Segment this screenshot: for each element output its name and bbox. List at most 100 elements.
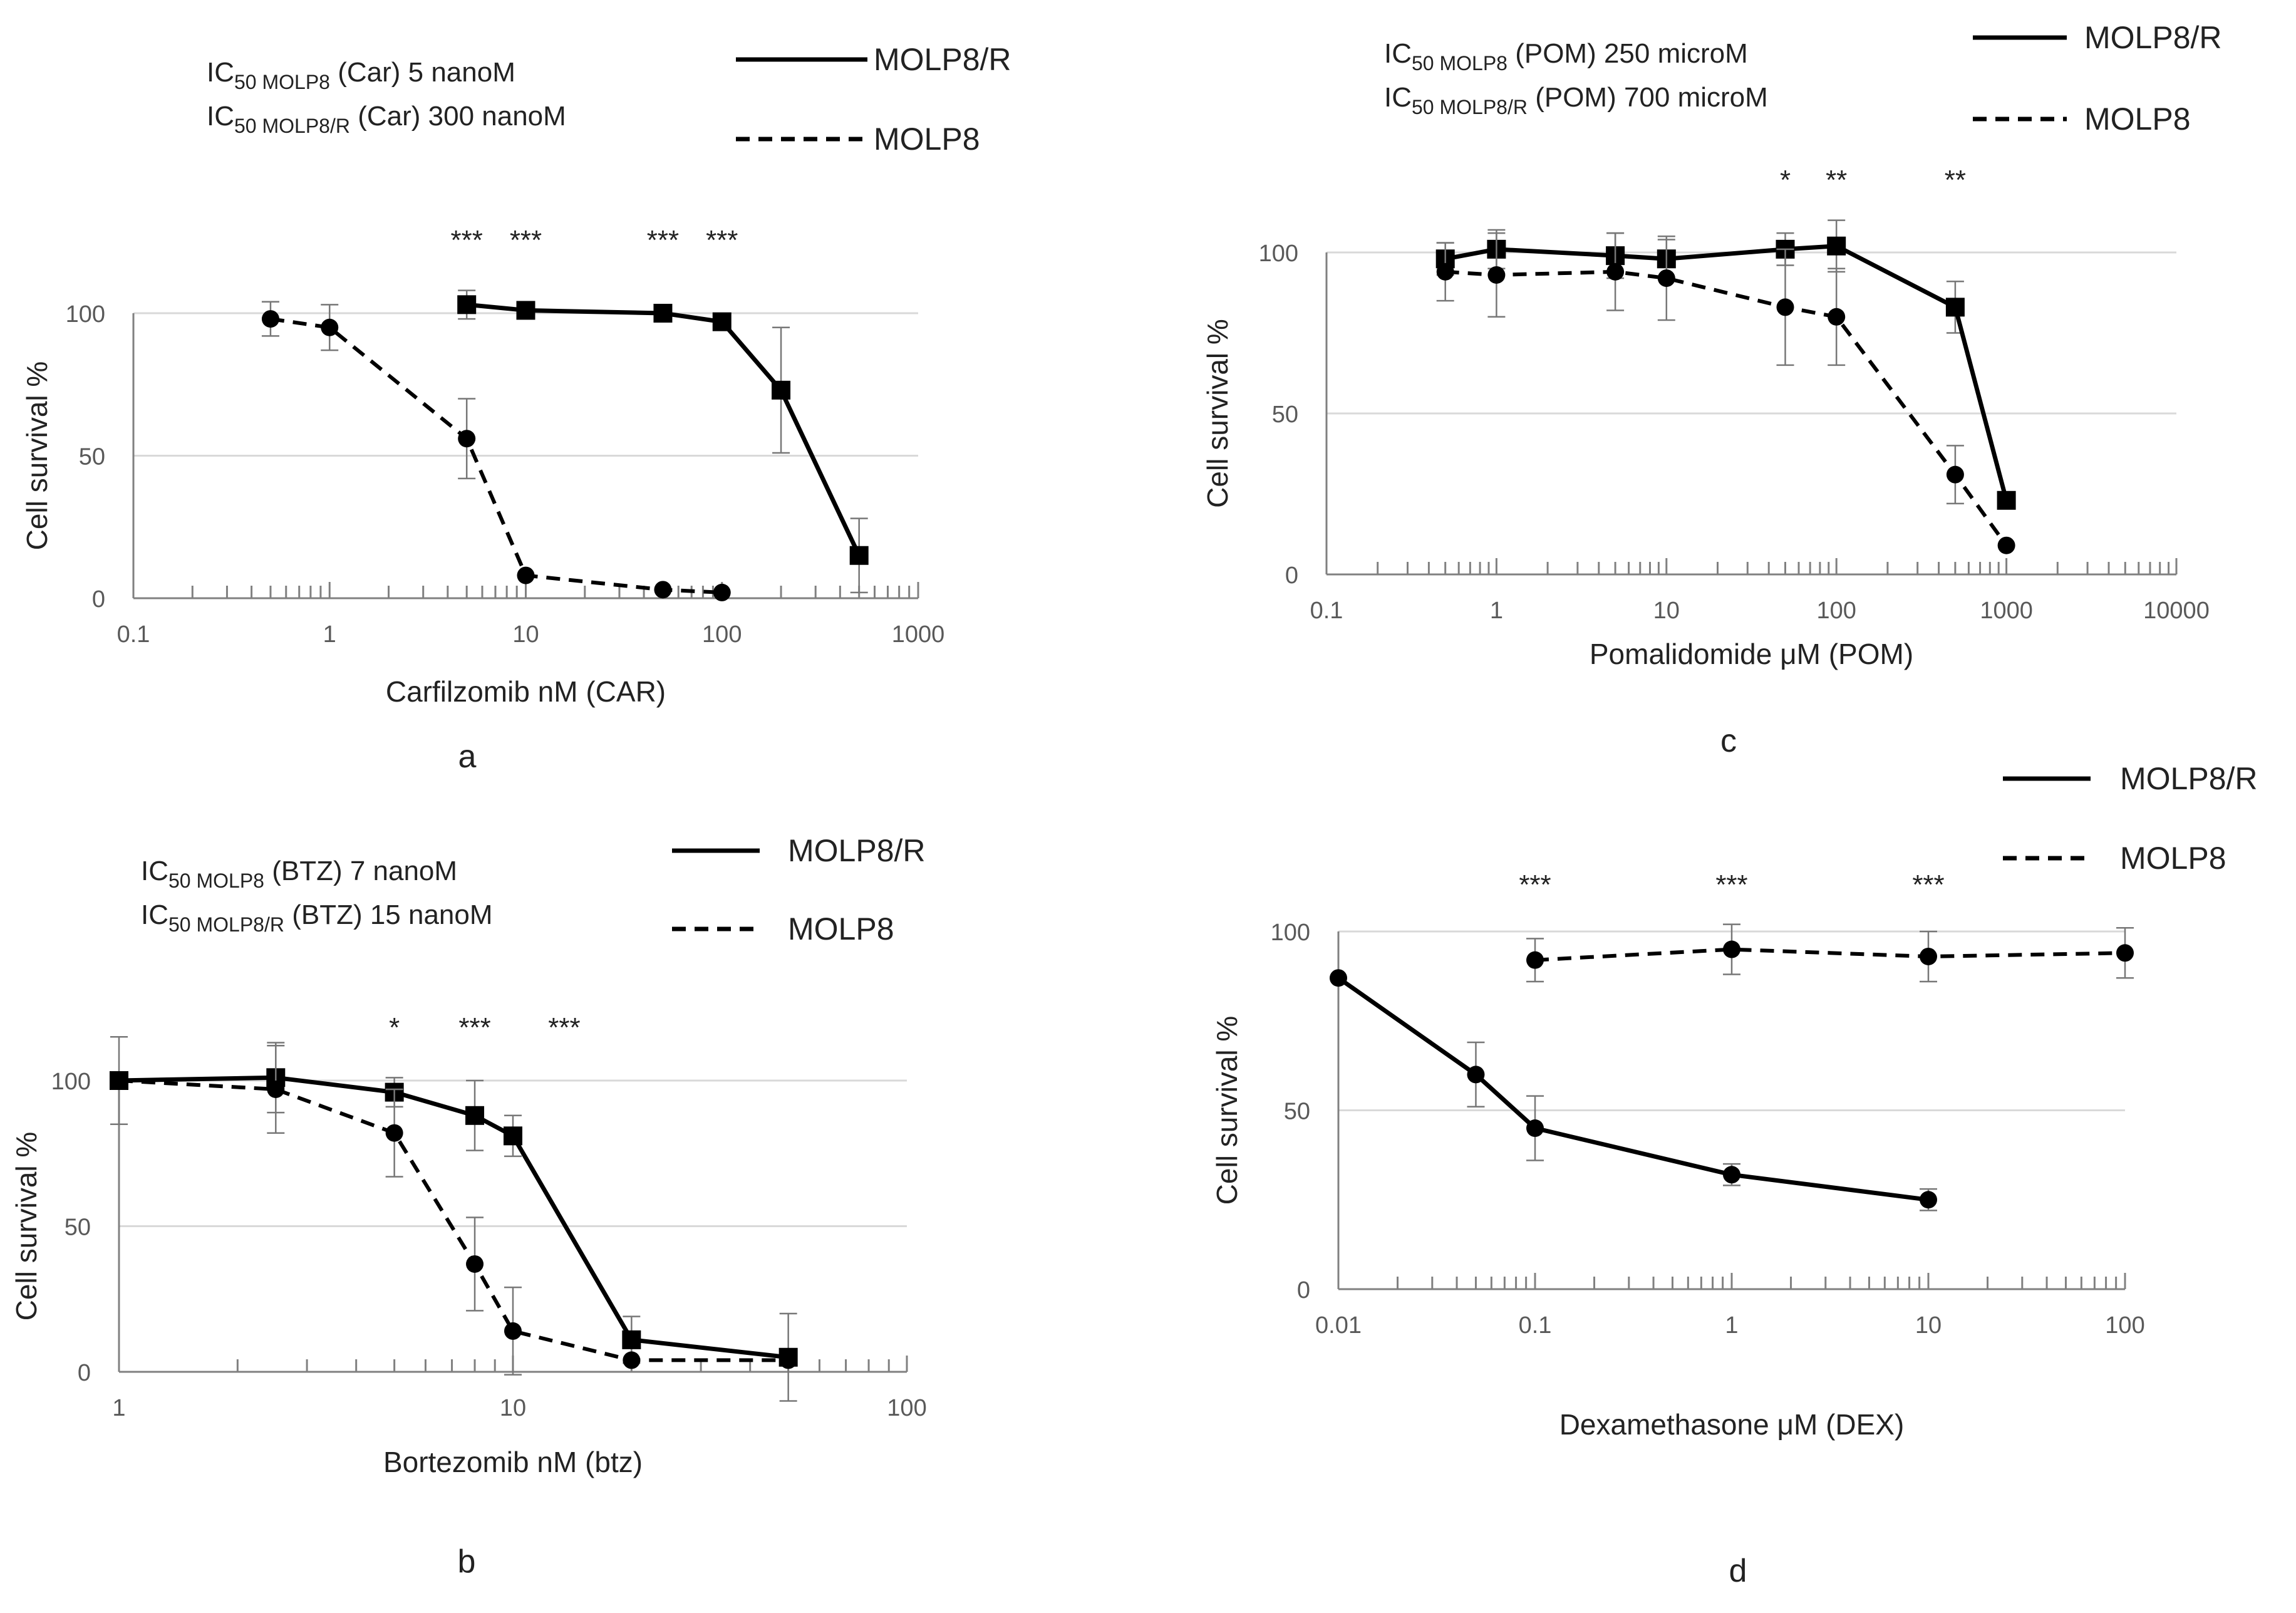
data-point bbox=[1526, 1119, 1544, 1138]
data-point bbox=[1657, 269, 1675, 288]
data-point bbox=[623, 1351, 641, 1369]
data-point bbox=[504, 1322, 522, 1340]
x-tick-label: 0.1 bbox=[1519, 1312, 1552, 1339]
significance-label: *** bbox=[647, 225, 679, 256]
ic50-prefix: IC bbox=[1384, 82, 1412, 113]
series-line bbox=[270, 317, 722, 594]
data-point bbox=[1436, 262, 1454, 281]
significance-label: *** bbox=[548, 1012, 580, 1043]
series-line bbox=[1534, 947, 2126, 962]
x-tick-label: 1 bbox=[1490, 598, 1503, 624]
ic50-prefix: IC bbox=[207, 101, 234, 132]
y-tick-label: 100 bbox=[66, 301, 105, 328]
data-point bbox=[2116, 944, 2134, 962]
significance-label: *** bbox=[1912, 869, 1944, 900]
y-axis-label: Cell survival % bbox=[1201, 319, 1234, 508]
data-point bbox=[712, 312, 732, 331]
series-molp8 bbox=[261, 301, 731, 601]
x-axis-label: Carfilzomib nM (CAR) bbox=[386, 675, 666, 708]
y-tick-label: 50 bbox=[65, 1215, 91, 1241]
data-point bbox=[1828, 308, 1846, 326]
data-point bbox=[261, 310, 279, 328]
significance-label: *** bbox=[1715, 869, 1747, 900]
ic50-annotation: IC50 MOLP8/R (Car) 300 nanoM bbox=[207, 101, 566, 137]
legend-label: MOLP8/R bbox=[874, 42, 1011, 77]
data-point bbox=[772, 380, 791, 400]
significance-label: *** bbox=[510, 225, 542, 256]
panel-b: 1 10 100 0 50 100 Bortezomib nM (btz) Cell surv… bbox=[10, 833, 927, 1580]
x-tick-label: 0.1 bbox=[117, 621, 150, 648]
x-tick-label: 10000 bbox=[2143, 598, 2210, 624]
y-axis-label: Cell survival % bbox=[10, 1132, 43, 1321]
data-point bbox=[1467, 1066, 1485, 1084]
significance-label: * bbox=[1780, 165, 1791, 195]
legend-label: MOLP8/R bbox=[788, 833, 926, 868]
series-molp8 bbox=[1526, 923, 2134, 983]
series-molp8 bbox=[110, 1044, 797, 1376]
data-point bbox=[1920, 947, 1937, 965]
data-point bbox=[504, 1126, 522, 1146]
data-point bbox=[1723, 1166, 1740, 1184]
significance-label: *** bbox=[706, 225, 738, 256]
data-point bbox=[1945, 298, 1965, 317]
ic50-annotation: IC50 MOLP8 (POM) 250 microM bbox=[1384, 38, 1748, 75]
series-molp8-r bbox=[1330, 969, 1937, 1211]
data-point bbox=[1997, 536, 2015, 554]
x-tick-label: 1 bbox=[323, 621, 336, 648]
x-axis-label: Pomalidomide μM (POM) bbox=[1590, 638, 1913, 670]
data-point bbox=[1487, 266, 1506, 284]
panel-label: d bbox=[1729, 1553, 1747, 1589]
y-tick-label: 0 bbox=[78, 1360, 91, 1386]
significance-label: * bbox=[389, 1012, 400, 1043]
ic50-value: (Car) 300 nanoM bbox=[350, 101, 566, 132]
x-tick-label: 100 bbox=[1816, 598, 1856, 624]
x-axis-label: Bortezomib nM (btz) bbox=[383, 1446, 643, 1478]
x-tick-label: 1000 bbox=[1980, 598, 2033, 624]
series-line bbox=[1445, 244, 2009, 501]
data-point bbox=[779, 1351, 797, 1369]
ic50-subscript: 50 MOLP8/R bbox=[234, 115, 350, 137]
data-point bbox=[1606, 262, 1625, 281]
y-tick-label: 0 bbox=[92, 586, 105, 613]
data-point bbox=[1723, 940, 1740, 958]
x-tick-label: 0.1 bbox=[1310, 598, 1343, 624]
ic50-value: (BTZ) 7 nanoM bbox=[264, 856, 457, 886]
panel-c: 0.1 1 10 100 1000 10000 0 50 100 Pomalidomide μM … bbox=[1201, 20, 2222, 759]
ic50-subscript: 50 MOLP8 bbox=[1412, 52, 1507, 75]
significance-label: *** bbox=[1519, 869, 1551, 900]
x-tick-label: 100 bbox=[2105, 1312, 2144, 1339]
ic50-subscript: 50 MOLP8/R bbox=[1412, 96, 1528, 118]
ic50-annotation: IC50 MOLP8/R (BTZ) 15 nanoM bbox=[141, 900, 493, 936]
x-tick-label: 1000 bbox=[892, 621, 945, 648]
data-point bbox=[385, 1124, 403, 1142]
y-tick-label: 0 bbox=[1285, 563, 1298, 589]
panel-label: c bbox=[1720, 723, 1737, 759]
ic50-prefix: IC bbox=[1384, 38, 1412, 69]
legend-label: MOLP8 bbox=[2120, 841, 2226, 876]
y-tick-label: 100 bbox=[51, 1069, 91, 1095]
y-tick-label: 50 bbox=[1284, 1099, 1310, 1125]
data-point bbox=[849, 546, 869, 565]
ic50-subscript: 50 MOLP8 bbox=[234, 71, 330, 93]
ic50-subscript: 50 MOLP8 bbox=[168, 869, 264, 892]
data-point bbox=[457, 295, 477, 314]
x-tick-label: 10 bbox=[500, 1395, 526, 1421]
ic50-value: (POM) 250 microM bbox=[1507, 38, 1748, 69]
x-tick-label: 1 bbox=[112, 1395, 125, 1421]
series-line bbox=[118, 1079, 789, 1362]
ic50-prefix: IC bbox=[207, 57, 234, 88]
ic50-value: (BTZ) 15 nanoM bbox=[284, 900, 493, 930]
legend-label: MOLP8 bbox=[2084, 101, 2191, 137]
data-point bbox=[465, 1106, 485, 1125]
legend-label: MOLP8 bbox=[788, 911, 894, 947]
y-axis-label: Cell survival % bbox=[21, 361, 53, 551]
data-point bbox=[653, 304, 673, 323]
x-tick-label: 10 bbox=[1915, 1312, 1942, 1339]
significance-label: *** bbox=[458, 1012, 490, 1043]
x-tick-label: 0.01 bbox=[1315, 1312, 1362, 1339]
ic50-prefix: IC bbox=[141, 900, 168, 930]
significance-label: ** bbox=[1945, 165, 1966, 195]
data-point bbox=[267, 1080, 285, 1098]
data-point bbox=[458, 430, 476, 448]
data-point bbox=[654, 581, 672, 599]
